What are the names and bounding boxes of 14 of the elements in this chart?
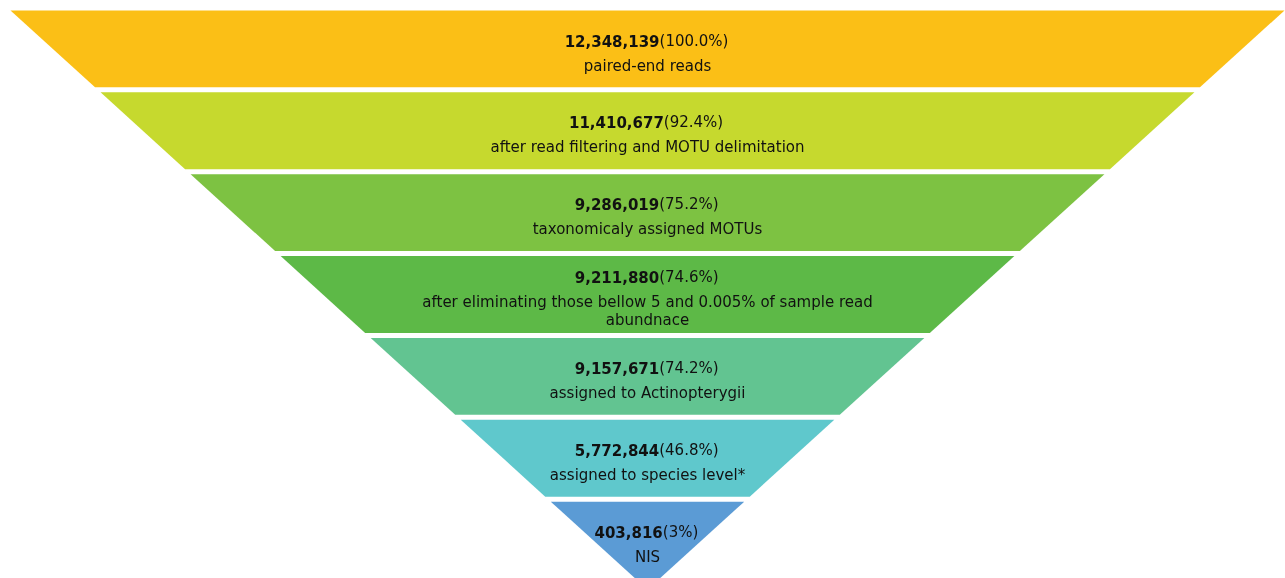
category-label: NIS bbox=[634, 547, 661, 566]
category-label: after eliminating those bellow 5 and 0.005% of sample read abundnace bbox=[422, 293, 873, 330]
category-label: assigned to species level* bbox=[549, 465, 746, 484]
category-label: paired-end reads bbox=[583, 56, 712, 75]
data-label: 9,286,019(75.2%) bbox=[574, 195, 719, 215]
data-label: 9,157,671(74.2%) bbox=[574, 358, 719, 378]
data-label: 9,211,880(74.6%) bbox=[574, 268, 719, 288]
category-label: taxonomicaly assigned MOTUs bbox=[532, 220, 763, 239]
data-label: 403,816(3%) bbox=[594, 522, 699, 542]
data-label: 11,410,677(92.4%) bbox=[568, 113, 724, 133]
data-label: 5,772,844(46.8%) bbox=[574, 440, 719, 460]
category-label: assigned to Actinopterygii bbox=[549, 383, 746, 402]
category-label: after read filtering and MOTU delimitation bbox=[490, 138, 805, 157]
data-label: 12,348,139(100.0%) bbox=[564, 31, 729, 51]
